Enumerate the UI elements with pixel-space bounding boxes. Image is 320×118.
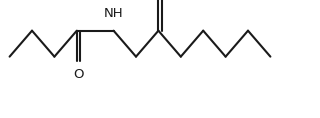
Text: NH: NH <box>104 7 124 20</box>
Text: O: O <box>73 68 84 81</box>
